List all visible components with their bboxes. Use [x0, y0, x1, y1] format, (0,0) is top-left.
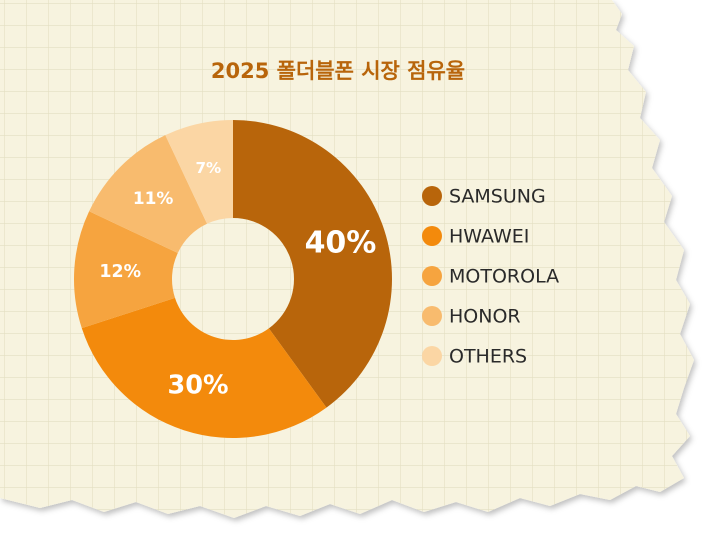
pie-slice [74, 211, 178, 329]
legend-marker [422, 186, 442, 206]
value-label: 7% [195, 159, 221, 177]
legend-marker [422, 306, 442, 326]
pie-slice [233, 120, 392, 408]
legend-label: OTHERS [449, 346, 527, 368]
value-label: 30% [168, 370, 229, 400]
legend-label: MOTOROLA [449, 266, 559, 288]
value-label: 40% [305, 226, 377, 261]
legend-marker [422, 266, 442, 286]
legend-label: HWAWEI [449, 226, 529, 248]
legend-label: SAMSUNG [449, 186, 546, 208]
legend-marker [422, 226, 442, 246]
pie-slice [81, 297, 327, 438]
chart-title: 2025 폴더블폰 시장 점유율 [211, 59, 465, 83]
legend-label: HONOR [449, 306, 521, 328]
value-label: 12% [99, 262, 141, 282]
pie-slice [165, 120, 233, 224]
value-label: 11% [133, 188, 174, 208]
legend-marker [422, 346, 442, 366]
pie-slice [89, 135, 208, 254]
